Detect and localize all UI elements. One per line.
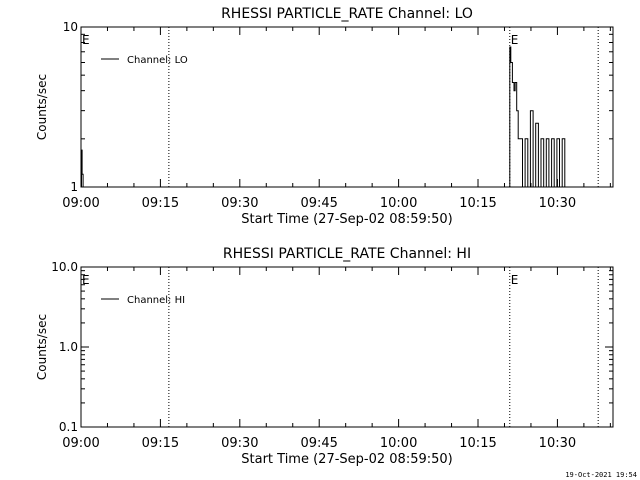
x-tick-label: 10:30: [539, 196, 576, 211]
event-marker-label: E: [511, 33, 519, 47]
x-tick-label: 09:45: [300, 196, 337, 211]
x-tick-label: 09:00: [62, 196, 99, 211]
x-tick-label: 10:30: [539, 436, 576, 451]
y-tick-label: 1.0: [59, 340, 78, 354]
plot-frame: [80, 266, 614, 428]
event-marker-label: E: [511, 273, 519, 287]
y-tick-label: 10: [63, 20, 78, 34]
x-tick-label: 10:00: [380, 436, 417, 451]
series-line: [81, 46, 566, 188]
footer-timestamp: 19-Oct-2021 19:54: [565, 471, 637, 479]
x-tick-label: 09:00: [62, 436, 99, 451]
y-tick-label: 10.0: [51, 260, 78, 274]
chart-title: RHESSI PARTICLE_RATE Channel: HI: [223, 246, 471, 262]
x-tick-label: 09:30: [221, 196, 258, 211]
legend-entry: Channel: HI: [127, 295, 185, 306]
legend-entry: Channel: LO: [127, 55, 188, 66]
x-tick-label: 10:00: [380, 196, 417, 211]
y-axis-label: Counts/sec: [35, 314, 49, 380]
x-tick-label: 09:45: [300, 436, 337, 451]
x-tick-label: 10:15: [459, 196, 496, 211]
y-axis-label: Counts/sec: [35, 74, 49, 140]
x-tick-label: 09:15: [142, 436, 179, 451]
y-tick-label: 0.1: [59, 420, 78, 434]
chart-title: RHESSI PARTICLE_RATE Channel: LO: [221, 6, 473, 22]
x-tick-label: 09:15: [142, 196, 179, 211]
x-tick-label: 09:30: [221, 436, 258, 451]
event-marker-label: E: [82, 33, 90, 47]
event-marker-label: E: [82, 273, 90, 287]
x-tick-label: 10:15: [459, 436, 496, 451]
x-axis-label: Start Time (27-Sep-02 08:59:50): [241, 212, 452, 227]
x-axis-label: Start Time (27-Sep-02 08:59:50): [241, 452, 452, 467]
y-tick-label: 1: [70, 180, 78, 194]
